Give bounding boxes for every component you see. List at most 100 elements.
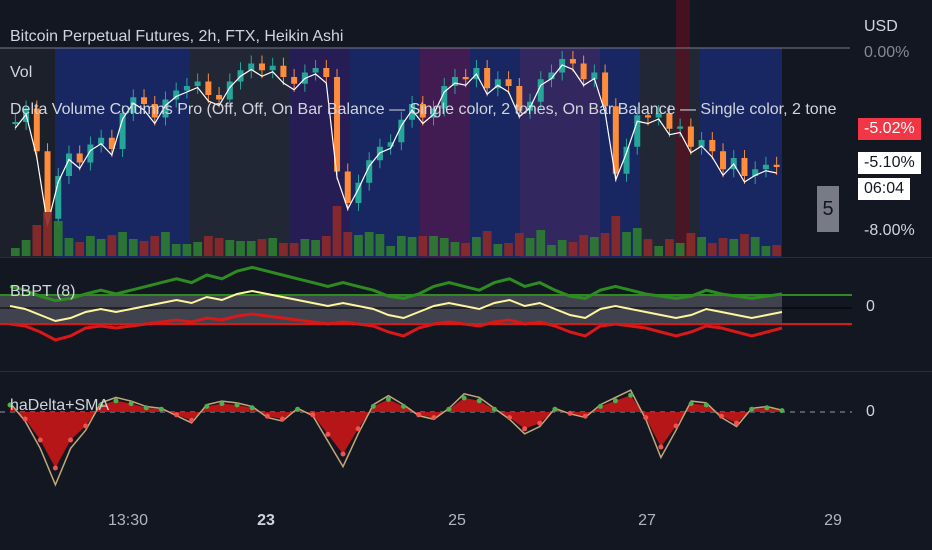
indicator-legend: Delta Volume Columns Pro (Off, Off, On B… [10, 101, 837, 118]
highlight-strip [676, 0, 690, 258]
hadelta-dot [643, 415, 649, 421]
volume-bar [300, 239, 310, 256]
candle-body [312, 68, 319, 73]
candle-body [687, 126, 694, 147]
volume-bar [343, 232, 353, 256]
candle-body [494, 79, 501, 89]
hadelta-dot [174, 412, 180, 418]
volume-bar [547, 245, 556, 256]
hadelta-dot [476, 398, 482, 404]
hadelta-dot [446, 406, 452, 412]
volume-bar [772, 245, 781, 256]
candle-body [591, 72, 598, 80]
volume-bar [257, 239, 267, 256]
candle-body [108, 137, 115, 149]
time-axis-label: 29 [824, 512, 842, 529]
candle-body [580, 63, 587, 80]
candle-body [387, 142, 394, 147]
hadelta-dot [734, 420, 740, 426]
volume-bar [611, 216, 621, 256]
volume-bar [289, 243, 299, 256]
volume-bar [622, 232, 631, 256]
volume-bar [225, 240, 235, 256]
marker-box: 5 [817, 186, 839, 232]
candle-body [752, 169, 759, 176]
candle-body [98, 137, 105, 145]
volume-bar [171, 244, 181, 256]
hadelta-dot [234, 402, 240, 408]
time-axis-label: 27 [638, 512, 656, 529]
hadelta-dot [340, 451, 346, 457]
hadelta-dot [491, 406, 497, 412]
hadelta-dot [567, 410, 573, 416]
volume-bar [407, 237, 417, 256]
candle-body [644, 115, 651, 118]
candle-body [634, 115, 641, 147]
volume-bar [579, 235, 588, 256]
candle-body [151, 104, 158, 118]
trend-line [14, 64, 777, 225]
candle-body [162, 99, 169, 118]
volume-bar [439, 238, 449, 256]
bbpt-zero-label: 0 [866, 298, 875, 315]
pane-divider[interactable] [0, 371, 932, 372]
hadelta-dot [68, 437, 74, 443]
volume-bar [504, 243, 513, 256]
hadelta-dot [264, 413, 270, 419]
hadelta-sma-line [9, 389, 783, 487]
volume-bar [397, 236, 406, 256]
hadelta-dot [279, 416, 285, 422]
volume-bar [53, 221, 63, 256]
candle-body [334, 77, 341, 172]
hadelta-area [10, 395, 782, 468]
candle-body [87, 144, 94, 163]
background-zone [420, 48, 470, 258]
hadelta-dot [158, 406, 164, 412]
candle-body [419, 104, 426, 118]
volume-bar [214, 238, 224, 256]
hadelta-dot [718, 413, 724, 419]
volume-bar [675, 243, 685, 256]
candle-body [258, 63, 265, 71]
background-zone [520, 48, 600, 258]
candle-body [398, 119, 405, 143]
candle-body [248, 63, 255, 71]
bbpt-signal-line [9, 289, 783, 323]
candle-body [194, 81, 201, 86]
hadelta-dot [249, 405, 255, 411]
volume-bar [279, 243, 288, 256]
volume-bar [32, 225, 42, 256]
last-change-tag: -5.02% [858, 118, 921, 140]
volume-bar [590, 237, 599, 256]
volume-bar [718, 238, 728, 256]
hadelta-dot [219, 401, 225, 407]
volume-bar [536, 230, 546, 256]
hadelta-dot [128, 401, 134, 407]
hadelta-dot [507, 415, 513, 421]
volume-bar [750, 237, 760, 256]
candle-body [44, 151, 51, 219]
candle-body [527, 101, 534, 111]
candle-body [612, 106, 619, 174]
background-zone [700, 48, 782, 258]
candle-body [720, 151, 727, 170]
hadelta-dot [83, 423, 89, 429]
candle-body [280, 65, 287, 77]
volume-bar [665, 239, 674, 256]
candle-body [698, 140, 705, 147]
candle-body [130, 97, 137, 113]
volume-bar [75, 242, 85, 256]
hadelta-dot [113, 398, 119, 404]
volume-bar [96, 239, 106, 256]
candle-body [655, 113, 662, 118]
pane-divider[interactable] [0, 257, 932, 258]
bbpt-upper-line [9, 265, 783, 303]
hadelta-dot [582, 413, 588, 419]
candle-body [548, 72, 555, 80]
volume-bar [268, 238, 278, 256]
price-axis-bottom: -8.00% [864, 222, 915, 239]
bbpt-legend: BBPT (8) [10, 283, 76, 300]
candle-body [183, 86, 190, 91]
volume-bar [364, 232, 374, 256]
